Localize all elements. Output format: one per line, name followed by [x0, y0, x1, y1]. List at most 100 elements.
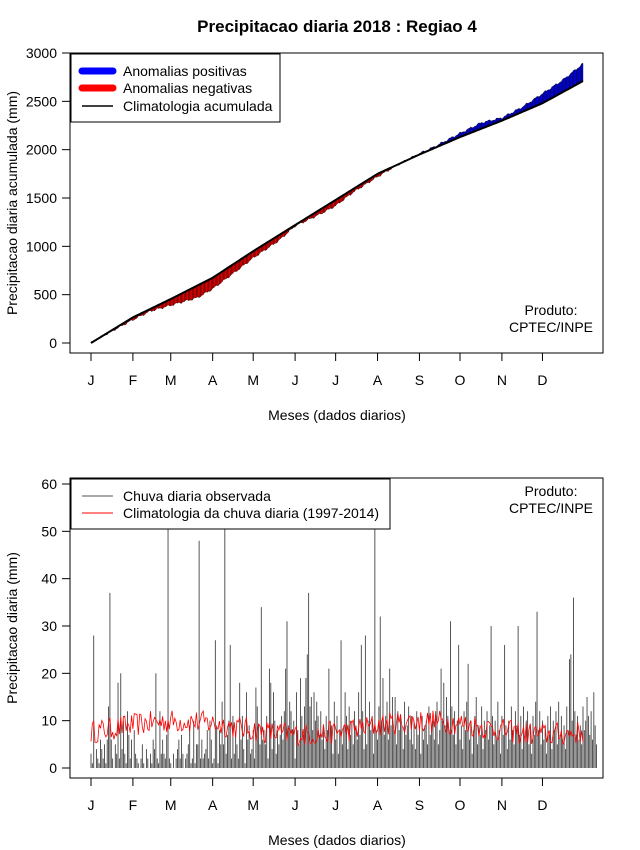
positive-anomaly-segment: [567, 74, 570, 90]
positive-anomaly-segment: [555, 83, 558, 97]
x-tick-label-bottom: D: [537, 797, 547, 813]
legend-label-daily-climatology: Climatologia da chuva diaria (1997-2014): [123, 505, 379, 521]
x-tick-label-top: M: [165, 372, 177, 388]
x-tick-label-top: J: [332, 372, 339, 388]
x-tick-label-bottom: A: [373, 797, 383, 813]
positive-anomaly-segment: [574, 69, 577, 86]
legend-label-climatology: Climatologia acumulada: [123, 98, 273, 114]
x-tick-label-bottom: S: [415, 797, 424, 813]
positive-anomaly-segment: [573, 69, 576, 87]
product-label-bottom: Produto:: [525, 483, 578, 499]
y-axis-bottom: 0 10 20 30 40 50 60: [41, 476, 70, 776]
y-tick-label-bottom: 10: [41, 713, 57, 729]
x-tick-label-bottom: M: [247, 797, 259, 813]
x-tick-label-top: F: [129, 372, 138, 388]
negative-anomaly-segment: [193, 286, 196, 299]
x-tick-label-bottom: J: [332, 797, 339, 813]
y-tick-label-top: 1500: [26, 190, 57, 206]
positive-anomaly-segment: [569, 72, 572, 89]
y-tick-label-top: 2000: [26, 142, 57, 158]
x-tick-label-top: N: [497, 372, 507, 388]
positive-anomaly-segment: [565, 76, 567, 91]
positive-anomaly-segment: [550, 86, 553, 100]
positive-anomaly-segment: [559, 81, 562, 94]
y-axis-label-bottom: Precipitacao diaria (mm): [4, 552, 20, 704]
negative-anomaly-segment: [189, 288, 192, 301]
x-tick-label-bottom: A: [208, 797, 218, 813]
negative-anomaly-segment: [205, 280, 208, 293]
positive-anomaly-segment: [558, 81, 561, 95]
y-tick-label-bottom: 40: [41, 571, 57, 587]
x-axis-label-top: Meses (dados diarios): [268, 407, 406, 423]
legend-frame-bottom: [70, 478, 391, 530]
y-tick-label-top: 0: [49, 335, 57, 351]
plot-frame-bottom: [69, 477, 604, 779]
x-tick-label-top: S: [415, 372, 424, 388]
negative-anomaly-segment: [203, 281, 205, 296]
x-tick-label-top: J: [88, 372, 95, 388]
y-tick-label-top: 1000: [26, 238, 57, 254]
x-tick-label-bottom: M: [165, 797, 177, 813]
negative-anomaly-segment: [209, 278, 212, 292]
positive-anomaly-segment: [581, 62, 584, 83]
product-label-top: Produto:: [525, 302, 578, 318]
x-tick-label-bottom: J: [292, 797, 299, 813]
positive-anomaly-segment: [543, 90, 546, 103]
y-tick-label-top: 500: [34, 287, 58, 303]
negative-anomaly-segment: [207, 279, 209, 293]
x-tick-label-top: O: [455, 372, 466, 388]
negative-anomaly-segment: [204, 280, 207, 293]
y-tick-label-top: 3000: [26, 45, 57, 61]
negative-anomaly-segment: [211, 277, 213, 291]
negative-anomaly-segment: [190, 287, 193, 301]
y-tick-label-bottom: 20: [41, 665, 57, 681]
negative-anomaly-segment: [192, 287, 194, 301]
negative-anomaly-segment: [196, 285, 198, 298]
plot-frame-top: [69, 52, 604, 354]
x-tick-label-top: M: [247, 372, 259, 388]
positive-anomaly-segment: [578, 65, 581, 84]
y-tick-label-top: 2500: [26, 93, 57, 109]
positive-anomaly-segment: [561, 78, 563, 94]
positive-anomaly-segment: [577, 67, 580, 85]
x-tick-label-bottom: F: [129, 797, 138, 813]
y-axis-top: 0 500 1000 1500 2000 2500 3000: [26, 45, 70, 351]
positive-anomaly-segment: [570, 71, 573, 88]
positive-anomaly-segment: [566, 76, 569, 91]
negative-anomaly-segment: [208, 278, 211, 292]
x-tick-label-top: A: [373, 372, 383, 388]
x-tick-label-bottom: J: [88, 797, 95, 813]
positive-anomaly-segment: [576, 67, 578, 86]
legend-top: Anomalias positivas Anomalias negativas …: [70, 53, 281, 123]
y-tick-label-bottom: 30: [41, 618, 57, 634]
y-axis-label-top: Precipitacao diaria acumulada (mm): [4, 91, 20, 315]
daily-climatology-line: [90, 709, 584, 747]
negative-anomaly-segment: [197, 284, 200, 298]
positive-anomaly-segment: [563, 77, 566, 92]
positive-anomaly-segment: [554, 83, 557, 97]
negative-anomaly-segment: [201, 282, 204, 296]
figure-title: Precipitacao diaria 2018 : Regiao 4: [197, 17, 477, 36]
x-tick-label-top: D: [537, 372, 547, 388]
y-tick-label-bottom: 0: [49, 760, 57, 776]
legend-label-observed: Chuva diaria observada: [123, 488, 271, 504]
positive-anomaly-segment: [562, 77, 565, 93]
x-axis-label-bottom: Meses (dados diarios): [268, 832, 406, 848]
cumulative-chart: 0 500 1000 1500 2000 2500 3000 J F M A M J J A S O N D Me…: [4, 45, 604, 423]
negative-anomaly-segment: [200, 282, 203, 298]
y-tick-label-bottom: 60: [41, 476, 57, 492]
legend-label-negative: Anomalias negativas: [123, 80, 252, 96]
positive-anomaly-segment: [580, 63, 582, 83]
x-tick-label-top: J: [292, 372, 299, 388]
positive-anomaly-segment: [551, 85, 554, 99]
x-tick-label-top: A: [208, 372, 218, 388]
x-tick-label-bottom: N: [497, 797, 507, 813]
x-tick-label-bottom: O: [455, 797, 466, 813]
positive-anomaly-segment: [553, 84, 555, 98]
y-tick-label-bottom: 50: [41, 523, 57, 539]
negative-anomaly-segment: [198, 283, 201, 298]
legend-label-positive: Anomalias positivas: [123, 63, 247, 79]
